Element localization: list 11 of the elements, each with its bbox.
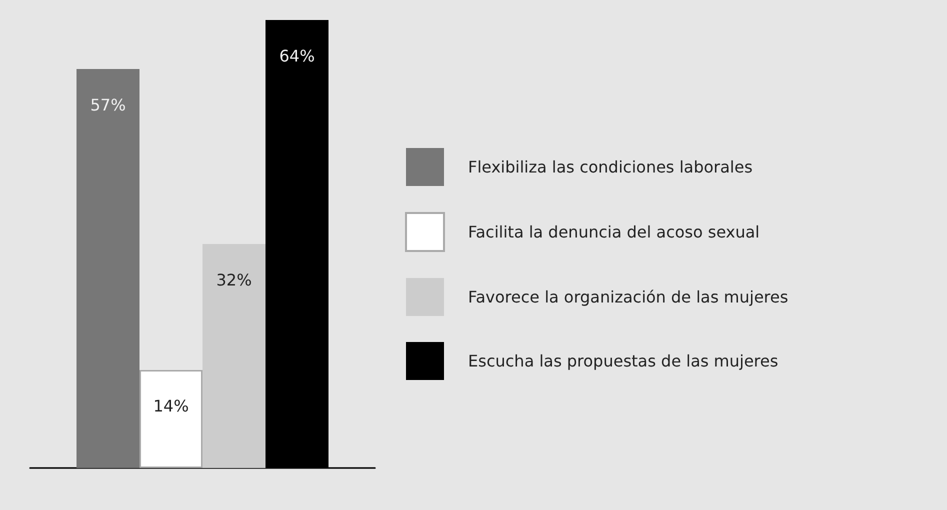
bar — [202, 244, 266, 468]
legend-label: Favorece la organización de las mujeres — [468, 288, 788, 306]
legend-label: Flexibiliza las condiciones laborales — [468, 158, 753, 176]
bar — [140, 370, 202, 468]
data-label: 14% — [153, 396, 189, 416]
data-label: 32% — [216, 270, 252, 290]
data-label: 64% — [279, 46, 315, 66]
legend-label: Facilita la denuncia del acoso sexual — [468, 222, 760, 242]
legend-label: Escucha las propuestas de las mujeres — [468, 352, 778, 370]
data-label: 57% — [90, 96, 126, 114]
bar — [76, 69, 140, 468]
